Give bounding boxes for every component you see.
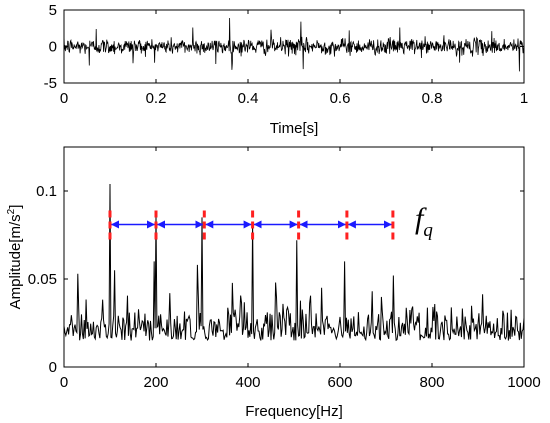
time-series-line (63, 18, 525, 72)
time-x-ticks: 0 0.2 0.4 0.6 0.8 1 (60, 10, 528, 107)
time-x-tick-label: 1 (520, 90, 528, 107)
spectrum-x-axis-label: Frequency[Hz] (245, 403, 343, 420)
spectrum-plot-frame (63, 146, 525, 368)
time-x-tick-label: 0 (60, 90, 68, 107)
spectrum-series-line (63, 183, 525, 342)
spectrum-x-tick-label: 1000 (507, 374, 540, 391)
ylabel-tail: ] (7, 205, 24, 209)
time-y-tick-label: -5 (44, 75, 57, 92)
harmonic-spacing-annotation (108, 210, 395, 241)
spectrum-y-ticks: 0 0.05 0.1 (28, 183, 524, 376)
time-signal-plot: -505 0 0.2 0.4 0.6 0.8 1 Time[s] (44, 2, 529, 137)
spectrum-y-axis-label: Amplitude[m/s2] (6, 205, 24, 310)
spectrum-plot: 0 0.05 0.1 0 200 400 600 800 1000 Frequency[Hz]… (6, 146, 541, 420)
spectrum-y-tick-label: 0.05 (28, 271, 57, 288)
spectrum-x-tick-label: 400 (235, 374, 260, 391)
ylabel-main: Amplitude[m/s (7, 214, 24, 309)
time-x-tick-label: 0.6 (330, 90, 351, 107)
time-x-tick-label: 0.2 (146, 90, 167, 107)
spectrum-x-tick-label: 600 (327, 374, 352, 391)
spectrum-x-tick-label: 800 (419, 374, 444, 391)
time-x-tick-label: 0.8 (422, 90, 443, 107)
time-x-axis-label: Time[s] (270, 120, 319, 137)
time-y-tick-label: 5 (49, 2, 57, 19)
ylabel-superscript: 2 (6, 208, 17, 214)
spectrum-x-tick-label: 200 (143, 374, 168, 391)
spectrum-y-tick-label: 0.1 (36, 183, 57, 200)
spectrum-trace (63, 183, 525, 342)
time-y-ticks: -5 0 5 (44, 2, 524, 92)
spectrum-x-ticks: 0 200 400 600 800 1000 (60, 147, 541, 391)
spectrum-x-tick-label: 0 (60, 374, 68, 391)
time-signal-trace (63, 18, 525, 72)
fq-subscript: q (423, 220, 433, 241)
fq-label: fq (415, 202, 433, 241)
time-y-tick-label: 0 (49, 39, 57, 56)
spectrum-y-tick-label: 0 (49, 359, 57, 376)
time-x-tick-label: 0.4 (238, 90, 259, 107)
